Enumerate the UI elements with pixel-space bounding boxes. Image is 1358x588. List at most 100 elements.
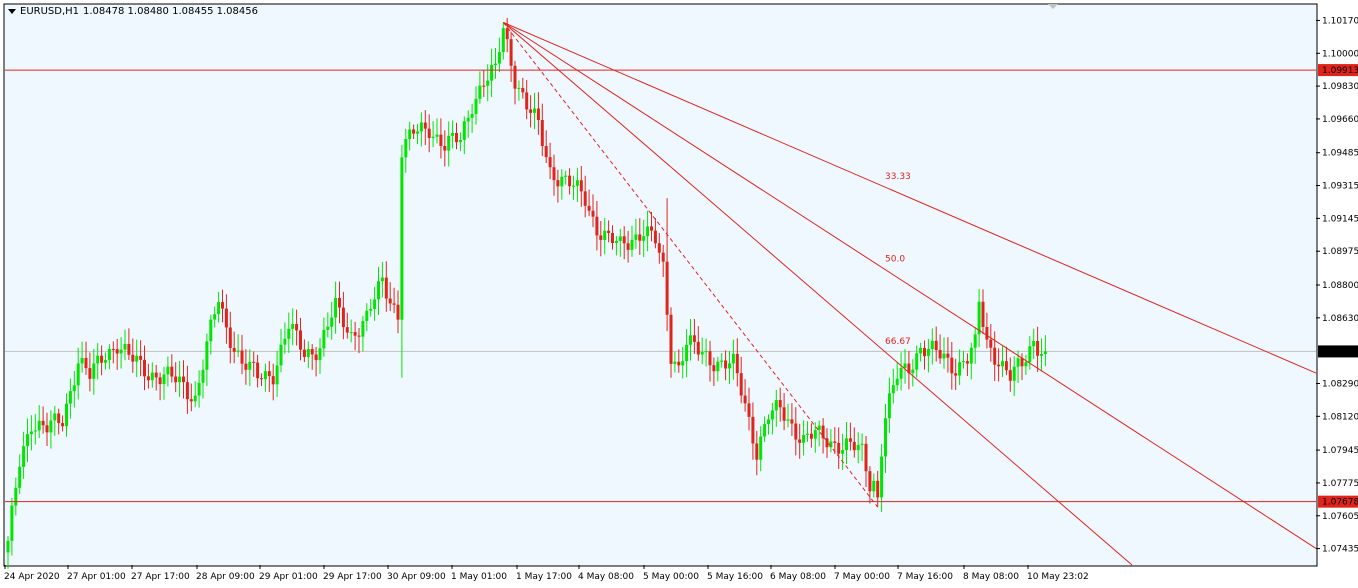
candle-body (1012, 366, 1016, 381)
candle-body (661, 252, 665, 262)
candle-body (345, 327, 349, 333)
candle-body (150, 372, 154, 381)
fan-line (503, 21, 1317, 374)
candle-body (599, 235, 603, 240)
candle-body (864, 443, 868, 472)
time-tick-label: 4 May 08:00 (578, 572, 634, 582)
candle-body (135, 355, 139, 362)
candle-body (178, 376, 182, 383)
price-tick-label: 1.10000 (1322, 49, 1358, 59)
candle-body (856, 444, 860, 451)
candle-body (548, 157, 552, 168)
candle-body (53, 413, 57, 421)
overlay-layer: 33.33 50.0 66.67 (5, 21, 1317, 566)
candle-body (224, 308, 228, 328)
candle-body (638, 234, 642, 241)
candle-body (501, 28, 505, 53)
candle-body (154, 372, 158, 378)
time-tick-label: 27 Apr 01:00 (67, 572, 126, 582)
candle-body (915, 353, 919, 370)
candle-body (104, 360, 107, 363)
candle-body (119, 349, 123, 354)
candle-body (735, 353, 739, 374)
candle-body (45, 425, 49, 433)
candle-body (845, 438, 848, 451)
candle-body (341, 307, 345, 328)
price-tick-label: 1.08630 (1322, 314, 1358, 324)
candle-body (802, 434, 806, 443)
candle-body (400, 157, 404, 320)
candle-body (279, 344, 283, 366)
candle-body (993, 347, 997, 365)
candle-body (1036, 341, 1040, 356)
candle-body (848, 438, 852, 442)
fan-level-label: 66.67 (885, 337, 911, 347)
fan-line (502, 22, 1133, 566)
candle-body (416, 131, 419, 134)
candle-body (919, 347, 923, 354)
candle-body (260, 378, 263, 380)
candle-body (232, 347, 236, 352)
plot-area (3, 3, 1318, 567)
candle-body (907, 363, 911, 374)
candle-body (299, 330, 302, 350)
ohlc-readout: 1.08478 1.08480 1.08455 1.08456 (83, 6, 258, 17)
candle-body (88, 368, 92, 379)
candle-body (903, 363, 907, 368)
candle-body (958, 362, 962, 376)
candle-body (107, 348, 111, 361)
candle-body (946, 353, 950, 358)
candle-body (595, 216, 599, 236)
candle-body (895, 378, 899, 386)
candle-body (568, 175, 572, 187)
candle-body (29, 431, 33, 435)
hline-lower-label: 1.07678 (1322, 498, 1358, 508)
candle-body (665, 261, 669, 315)
candle-body (470, 113, 474, 118)
candle-body (669, 314, 673, 364)
candle-body (494, 63, 497, 66)
candle-body (263, 371, 267, 380)
candle-body (759, 436, 763, 460)
time-tick-label: 7 May 00:00 (834, 572, 890, 582)
candle-body (22, 446, 26, 467)
candle-body (782, 407, 786, 421)
candle-body (466, 117, 470, 122)
hline-upper-label: 1.09913 (1322, 66, 1358, 76)
candle-body (361, 321, 365, 337)
candle-body (193, 395, 197, 402)
candle-body (252, 361, 256, 363)
candle-body (111, 348, 115, 350)
candle-body (696, 341, 700, 355)
candle-body (837, 442, 841, 454)
candle-body (560, 176, 564, 187)
candle-body (96, 355, 100, 364)
scroll-marker-icon[interactable] (1048, 4, 1058, 9)
time-tick-label: 10 May 23:02 (1027, 572, 1089, 582)
candle-body (18, 466, 22, 488)
candle-body (954, 373, 958, 376)
candle-body (790, 419, 794, 424)
candle-body (681, 361, 685, 366)
candle-body (965, 361, 969, 364)
candle-body (388, 298, 392, 304)
candle-body (626, 243, 630, 250)
candle-body (100, 355, 104, 363)
candle-body (291, 324, 295, 329)
candle-body (392, 303, 396, 305)
candle-body (326, 326, 330, 330)
time-tick-label: 6 May 08:00 (770, 572, 826, 582)
candle-body (860, 443, 864, 445)
candle-body (182, 376, 185, 383)
candle-body (1008, 370, 1012, 381)
candle-body (841, 450, 845, 454)
candle-body (544, 146, 548, 158)
candle-body (770, 410, 774, 420)
candle-body (755, 443, 759, 460)
time-tick-label: 5 May 00:00 (643, 572, 699, 582)
candle-body (462, 121, 466, 140)
dropdown-triangle-icon[interactable] (8, 9, 16, 14)
price-tick-label: 1.08975 (1322, 247, 1358, 257)
candle-body (318, 348, 322, 361)
